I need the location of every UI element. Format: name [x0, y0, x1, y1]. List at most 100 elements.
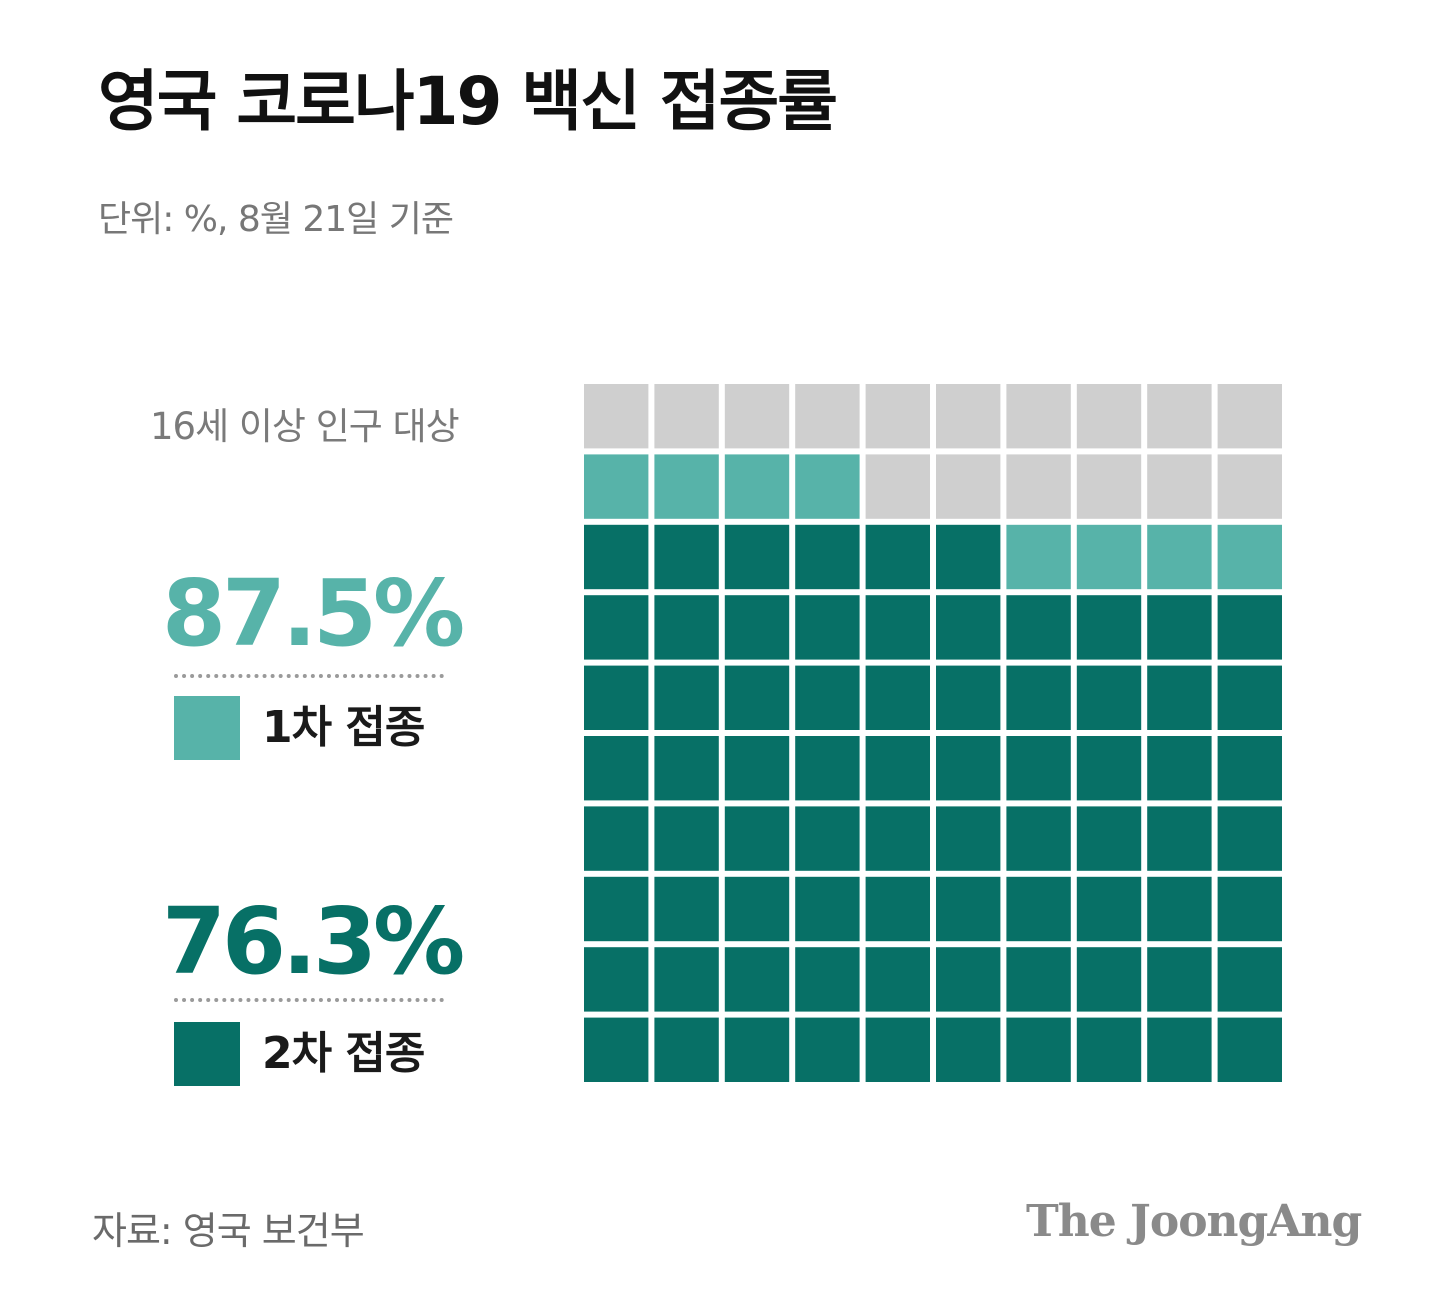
waffle-cell-second-dose	[1006, 947, 1071, 1012]
waffle-cell-second-dose	[865, 665, 930, 730]
waffle-cell-unvaccinated	[1147, 384, 1212, 449]
second-dose-percentage: 76.3%	[162, 888, 465, 995]
waffle-cell-first-dose	[654, 454, 719, 519]
waffle-cell-second-dose	[795, 524, 860, 590]
second-dose-divider	[174, 998, 444, 1002]
waffle-cell-unvaccinated	[1076, 454, 1142, 519]
waffle-cell-second-dose	[1217, 736, 1282, 801]
waffle-cell-second-dose	[654, 947, 719, 1012]
waffle-cell-second-dose	[795, 1017, 860, 1082]
chart-subtitle: 단위: %, 8월 21일 기준	[98, 199, 454, 240]
waffle-cell-first-dose	[724, 454, 790, 519]
waffle-cell-unvaccinated	[724, 384, 790, 449]
chart-title: 영국 코로나19 백신 접종률	[98, 63, 838, 140]
waffle-cell-second-dose	[865, 524, 930, 590]
waffle-cell-second-dose	[654, 1017, 719, 1082]
first-dose-swatch	[174, 696, 240, 760]
waffle-cell-second-dose	[1076, 947, 1142, 1012]
waffle-cell-second-dose	[654, 665, 719, 730]
waffle-cell-unvaccinated	[1147, 454, 1212, 519]
waffle-cell-second-dose	[865, 947, 930, 1012]
waffle-cell-second-dose	[1217, 1017, 1282, 1082]
waffle-cell-unvaccinated	[1006, 454, 1071, 519]
waffle-cell-second-dose	[1076, 665, 1142, 730]
waffle-cell-second-dose	[936, 806, 1001, 871]
waffle-cell-second-dose	[724, 1017, 790, 1082]
waffle-cell-second-dose	[654, 524, 719, 590]
waffle-cell-second-dose	[1006, 736, 1071, 801]
waffle-cell-second-dose	[936, 736, 1001, 801]
waffle-cell-second-dose	[1076, 1017, 1142, 1082]
waffle-cell-second-dose	[1076, 806, 1142, 871]
waffle-cell-unvaccinated	[865, 384, 930, 449]
waffle-cell-second-dose	[654, 876, 719, 942]
waffle-cell-second-dose	[1147, 595, 1212, 660]
second-dose-label: 2차 접종	[262, 1028, 425, 1079]
waffle-cell-second-dose	[584, 595, 649, 660]
waffle-cell-second-dose	[865, 876, 930, 942]
waffle-cell-second-dose	[1147, 1017, 1212, 1082]
waffle-cell-first-dose	[584, 454, 649, 519]
first-dose-label: 1차 접종	[262, 702, 425, 753]
waffle-cell-unvaccinated	[1217, 384, 1282, 449]
waffle-cell-second-dose	[1006, 665, 1071, 730]
waffle-cell-unvaccinated	[865, 454, 930, 519]
waffle-cell-unvaccinated	[584, 384, 649, 449]
waffle-cell-second-dose	[1147, 806, 1212, 871]
waffle-cell-first-dose	[1076, 524, 1142, 590]
waffle-cell-second-dose	[584, 665, 649, 730]
waffle-cell-second-dose	[1006, 806, 1071, 871]
waffle-cell-second-dose	[584, 947, 649, 1012]
first-dose-divider	[174, 674, 444, 678]
waffle-cell-second-dose	[654, 736, 719, 801]
waffle-cell-second-dose	[1217, 947, 1282, 1012]
waffle-cell-second-dose	[795, 736, 860, 801]
waffle-cell-second-dose	[795, 806, 860, 871]
waffle-cell-unvaccinated	[1076, 384, 1142, 449]
waffle-cell-second-dose	[795, 947, 860, 1012]
waffle-cell-second-dose	[1217, 876, 1282, 942]
waffle-cell-second-dose	[584, 806, 649, 871]
waffle-cell-second-dose	[724, 665, 790, 730]
waffle-cell-second-dose	[936, 595, 1001, 660]
waffle-cell-unvaccinated	[795, 384, 860, 449]
waffle-cell-second-dose	[1076, 736, 1142, 801]
waffle-cell-second-dose	[795, 665, 860, 730]
waffle-cell-second-dose	[1147, 876, 1212, 942]
waffle-cell-unvaccinated	[1217, 454, 1282, 519]
waffle-cell-second-dose	[1006, 876, 1071, 942]
waffle-cell-first-dose	[1147, 524, 1212, 590]
waffle-cell-second-dose	[1006, 1017, 1071, 1082]
waffle-cell-first-dose	[795, 454, 860, 519]
waffle-chart	[584, 384, 1282, 1082]
waffle-cell-unvaccinated	[936, 454, 1001, 519]
waffle-cell-second-dose	[936, 1017, 1001, 1082]
publisher-logo: The JoongAng	[1026, 1196, 1362, 1247]
waffle-cell-second-dose	[1217, 806, 1282, 871]
waffle-cell-second-dose	[795, 876, 860, 942]
waffle-cell-second-dose	[724, 736, 790, 801]
waffle-cell-second-dose	[1076, 595, 1142, 660]
waffle-cell-unvaccinated	[1006, 384, 1071, 449]
first-dose-percentage: 87.5%	[162, 560, 465, 667]
waffle-cell-unvaccinated	[654, 384, 719, 449]
waffle-cell-first-dose	[1006, 524, 1071, 590]
waffle-cell-second-dose	[865, 595, 930, 660]
waffle-cell-second-dose	[936, 665, 1001, 730]
waffle-cell-second-dose	[724, 876, 790, 942]
waffle-cell-second-dose	[865, 806, 930, 871]
waffle-cell-second-dose	[584, 736, 649, 801]
waffle-cell-unvaccinated	[936, 384, 1001, 449]
waffle-cell-second-dose	[1006, 595, 1071, 660]
waffle-cell-second-dose	[865, 1017, 930, 1082]
second-dose-swatch	[174, 1022, 240, 1086]
waffle-cell-second-dose	[584, 876, 649, 942]
waffle-cell-second-dose	[584, 524, 649, 590]
population-label: 16세 이상 인구 대상	[150, 405, 460, 448]
source-note: 자료: 영국 보건부	[92, 1209, 365, 1253]
waffle-cell-second-dose	[1147, 736, 1212, 801]
waffle-cell-second-dose	[936, 524, 1001, 590]
waffle-cell-second-dose	[1076, 876, 1142, 942]
waffle-cell-second-dose	[584, 1017, 649, 1082]
waffle-cell-second-dose	[936, 876, 1001, 942]
